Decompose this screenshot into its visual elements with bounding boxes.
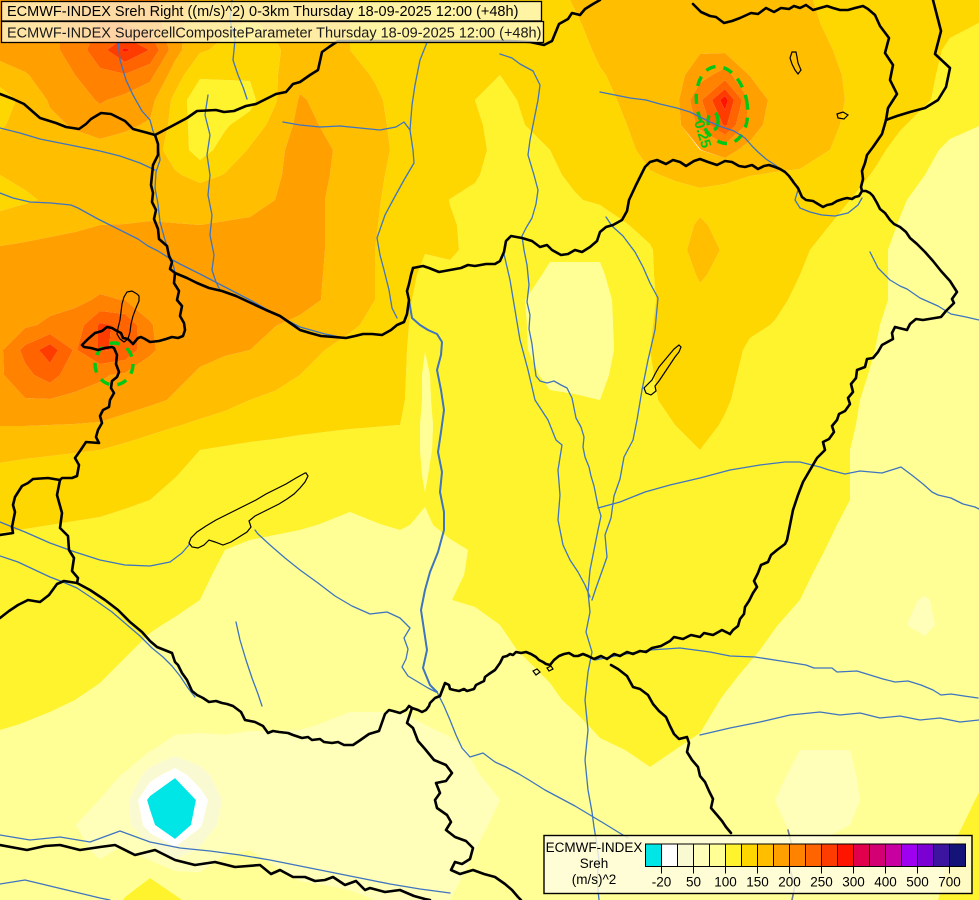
svg-text:ECMWF-INDEX: ECMWF-INDEX [546,840,643,855]
svg-text:200: 200 [778,875,801,890]
svg-text:ECMWF-INDEX Sreh Right ((m/s)^: ECMWF-INDEX Sreh Right ((m/s)^2) 0-3km T… [7,4,518,20]
svg-text:150: 150 [746,875,769,890]
svg-text:Sreh: Sreh [580,856,609,871]
svg-text:-20: -20 [652,875,672,890]
svg-text:250: 250 [810,875,833,890]
svg-text:700: 700 [938,875,961,890]
svg-text:300: 300 [842,875,865,890]
svg-text:ECMWF-INDEX SupercellComposite: ECMWF-INDEX SupercellCompositeParameter … [7,26,541,42]
svg-text:(m/s)^2: (m/s)^2 [572,872,617,887]
svg-text:500: 500 [906,875,929,890]
svg-text:100: 100 [714,875,737,890]
svg-text:0.25: 0.25 [690,118,714,150]
svg-text:400: 400 [874,875,897,890]
svg-text:50: 50 [686,875,701,890]
